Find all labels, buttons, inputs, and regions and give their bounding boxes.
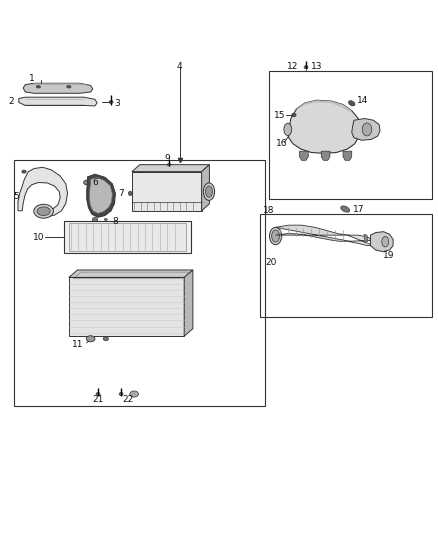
Ellipse shape	[103, 337, 109, 341]
Ellipse shape	[203, 183, 215, 200]
Text: 2: 2	[9, 97, 14, 106]
Text: 15: 15	[274, 110, 285, 119]
Text: 7: 7	[118, 189, 124, 198]
Ellipse shape	[34, 204, 53, 218]
Polygon shape	[352, 118, 380, 140]
Ellipse shape	[119, 392, 123, 395]
Polygon shape	[23, 83, 93, 93]
Ellipse shape	[130, 391, 138, 397]
Ellipse shape	[349, 101, 355, 106]
Ellipse shape	[382, 237, 389, 247]
Ellipse shape	[304, 66, 308, 69]
Text: 5: 5	[13, 192, 19, 201]
Polygon shape	[18, 167, 67, 216]
Polygon shape	[321, 151, 330, 160]
Ellipse shape	[269, 228, 282, 245]
Polygon shape	[28, 83, 91, 85]
Bar	[64, 221, 191, 254]
Polygon shape	[132, 165, 209, 172]
Ellipse shape	[84, 180, 91, 185]
Polygon shape	[89, 177, 113, 213]
Ellipse shape	[67, 85, 71, 88]
Polygon shape	[343, 151, 352, 160]
Polygon shape	[300, 151, 308, 160]
Text: 9: 9	[165, 154, 170, 163]
Ellipse shape	[128, 191, 132, 196]
Ellipse shape	[37, 207, 50, 215]
Ellipse shape	[36, 85, 41, 88]
Polygon shape	[201, 165, 209, 211]
Ellipse shape	[272, 230, 279, 242]
Text: 11: 11	[72, 341, 83, 349]
Text: 20: 20	[265, 257, 276, 266]
Polygon shape	[184, 270, 193, 336]
Bar	[69, 277, 184, 336]
Ellipse shape	[292, 114, 296, 117]
Bar	[132, 172, 201, 211]
Text: 18: 18	[262, 206, 274, 215]
Ellipse shape	[96, 392, 100, 395]
Polygon shape	[347, 235, 374, 246]
Polygon shape	[289, 100, 360, 154]
Polygon shape	[69, 270, 193, 277]
Text: 14: 14	[357, 96, 369, 105]
Text: 16: 16	[276, 139, 287, 148]
Polygon shape	[364, 235, 368, 243]
Polygon shape	[87, 174, 116, 217]
Ellipse shape	[22, 170, 26, 173]
Bar	[269, 71, 432, 199]
Polygon shape	[371, 232, 393, 252]
Ellipse shape	[284, 123, 292, 135]
Ellipse shape	[167, 163, 171, 166]
Ellipse shape	[205, 186, 212, 197]
Text: 22: 22	[122, 395, 133, 403]
Bar	[69, 223, 186, 251]
Ellipse shape	[92, 217, 98, 221]
Text: 8: 8	[113, 217, 118, 226]
Polygon shape	[19, 97, 97, 106]
Ellipse shape	[86, 336, 95, 342]
Text: 1: 1	[29, 74, 35, 83]
Text: 13: 13	[311, 62, 323, 71]
Polygon shape	[276, 225, 350, 241]
Bar	[14, 160, 265, 406]
Text: 12: 12	[287, 62, 298, 71]
Polygon shape	[297, 100, 352, 112]
Text: 6: 6	[93, 178, 99, 187]
Ellipse shape	[104, 219, 107, 221]
Text: 10: 10	[32, 233, 44, 242]
Bar	[260, 214, 432, 317]
Text: 4: 4	[177, 62, 183, 71]
Ellipse shape	[341, 206, 350, 212]
Text: 19: 19	[383, 251, 395, 260]
Text: 3: 3	[115, 99, 120, 108]
Text: 17: 17	[353, 205, 364, 214]
Ellipse shape	[109, 100, 113, 103]
Text: 21: 21	[92, 395, 104, 403]
Ellipse shape	[362, 123, 372, 136]
